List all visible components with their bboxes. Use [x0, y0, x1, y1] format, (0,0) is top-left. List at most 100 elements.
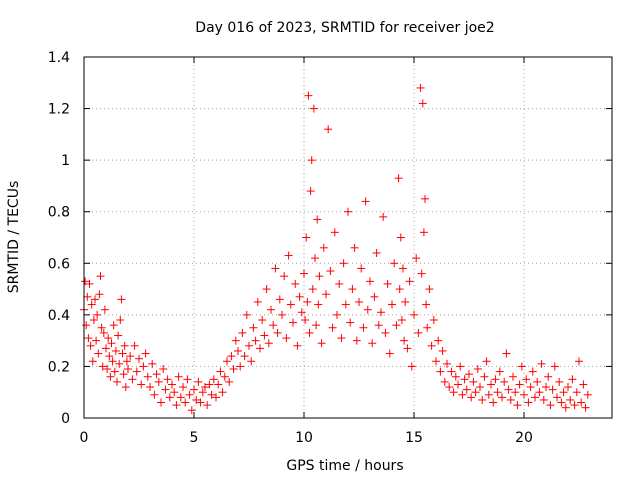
data-point: [568, 375, 577, 384]
data-point: [163, 375, 172, 384]
data-point: [456, 362, 465, 371]
data-point: [572, 388, 581, 397]
data-point: [412, 254, 421, 263]
data-point: [271, 264, 280, 273]
data-point: [528, 367, 537, 376]
data-point: [557, 398, 566, 407]
data-point: [289, 318, 297, 327]
data-point: [520, 390, 528, 399]
data-point: [91, 295, 99, 304]
data-point: [117, 295, 126, 304]
data-point: [328, 323, 337, 332]
data-point: [502, 349, 511, 358]
data-point: [533, 377, 542, 386]
data-point: [161, 385, 170, 394]
data-point: [579, 380, 588, 389]
data-point: [198, 388, 207, 397]
data-point: [293, 341, 302, 350]
data-point: [429, 316, 438, 325]
data-point: [447, 367, 456, 376]
data-point: [524, 398, 533, 407]
data-point: [422, 300, 431, 309]
data-point: [201, 383, 209, 392]
data-point: [108, 357, 117, 366]
data-point: [555, 377, 564, 386]
data-point: [176, 393, 185, 402]
data-point: [159, 365, 168, 374]
data-point: [436, 367, 445, 376]
data-point: [304, 91, 313, 100]
data-point: [247, 357, 256, 366]
data-point: [478, 395, 487, 404]
data-point: [390, 259, 399, 268]
data-point: [174, 372, 183, 381]
data-point: [187, 406, 196, 415]
data-point: [401, 297, 410, 306]
data-point: [96, 272, 105, 281]
x-tick-label: 0: [80, 430, 89, 446]
data-point: [311, 254, 319, 263]
data-point: [275, 295, 284, 304]
data-point: [467, 393, 476, 402]
data-point: [544, 372, 553, 381]
data-point: [407, 362, 416, 371]
data-point: [397, 316, 406, 325]
data-point: [223, 357, 231, 366]
data-point: [249, 323, 258, 332]
data-point: [183, 375, 192, 384]
data-point: [121, 383, 130, 392]
data-point: [419, 228, 428, 237]
data-point: [403, 344, 412, 353]
data-point: [190, 385, 198, 394]
data-point: [400, 336, 409, 345]
data-point: [303, 297, 312, 306]
data-point: [227, 352, 236, 361]
data-point: [471, 388, 480, 397]
data-point: [399, 264, 407, 273]
data-point: [515, 380, 524, 389]
y-tick-label: 0.4: [48, 308, 70, 324]
data-point: [561, 403, 570, 412]
data-point: [465, 370, 473, 379]
data-point: [264, 339, 273, 348]
data-point: [205, 380, 214, 389]
data-point: [392, 321, 401, 330]
data-point: [93, 310, 102, 319]
data-point: [469, 377, 478, 386]
x-tick-label: 5: [190, 430, 199, 446]
y-tick-label: 0.6: [48, 256, 70, 272]
y-axis-title: SRMTID / TECUs: [6, 181, 22, 294]
data-point: [146, 383, 154, 392]
data-points: [80, 83, 592, 415]
data-point: [581, 403, 590, 412]
data-point: [98, 362, 107, 371]
data-point: [445, 383, 454, 392]
data-point: [307, 156, 316, 165]
data-point: [337, 334, 346, 343]
data-point: [120, 341, 129, 350]
data-point: [143, 372, 152, 381]
x-tick-label: 10: [295, 430, 313, 446]
data-point: [209, 375, 218, 384]
data-point: [372, 248, 381, 257]
data-point: [242, 310, 251, 319]
data-point: [88, 357, 97, 366]
data-point: [374, 321, 383, 330]
data-point: [498, 393, 506, 402]
data-point: [443, 359, 451, 368]
data-point: [476, 383, 484, 392]
data-point: [405, 277, 414, 286]
data-point: [418, 99, 427, 108]
data-point: [535, 388, 544, 397]
data-point: [517, 362, 526, 371]
data-point: [414, 328, 423, 337]
data-point: [152, 370, 161, 379]
data-point: [115, 359, 124, 368]
data-point: [170, 388, 179, 397]
data-point: [225, 377, 234, 386]
data-point: [454, 380, 462, 389]
data-point: [84, 334, 93, 343]
data-point: [449, 388, 458, 397]
data-point: [322, 290, 330, 299]
data-point: [113, 377, 121, 386]
